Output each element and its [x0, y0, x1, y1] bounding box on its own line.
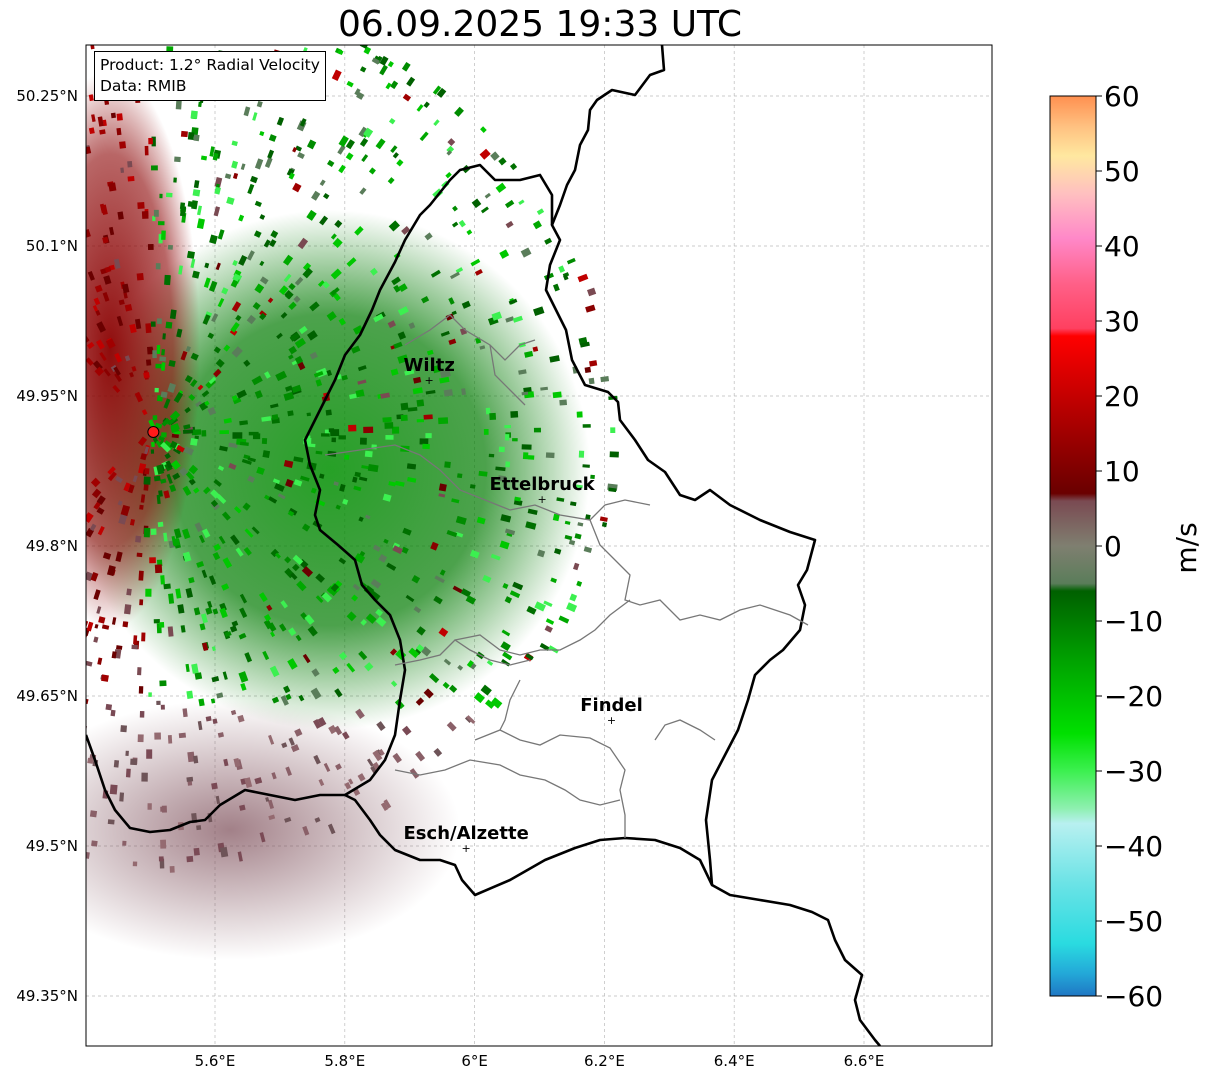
colorbar-scale	[1049, 95, 1097, 997]
y-tick-label: 50.25°N	[16, 87, 78, 105]
colorbar-tick-label: −30	[1104, 755, 1163, 788]
colorbar-tick-label: 50	[1104, 155, 1140, 188]
city-marker: +	[607, 714, 616, 727]
city-label: Wiltz	[404, 355, 455, 376]
x-tick-label: 6.2°E	[584, 1052, 625, 1070]
colorbar-tick-label: −10	[1104, 605, 1163, 638]
radar-site-marker	[147, 426, 160, 438]
city-marker: +	[537, 493, 546, 506]
x-tick-label: 6.6°E	[844, 1052, 885, 1070]
colorbar-tick-label: 60	[1104, 80, 1140, 113]
city-marker: +	[462, 842, 471, 855]
canton-borders	[324, 314, 809, 838]
colorbar-tick-label: −60	[1104, 980, 1163, 1013]
product-label: Product: 1.2° Radial Velocity	[100, 56, 320, 74]
radar-echo-field	[86, 45, 619, 960]
data-source-label: Data: RMIB	[100, 77, 187, 95]
y-tick-label: 49.8°N	[26, 537, 78, 555]
x-tick-label: 6°E	[461, 1052, 488, 1070]
colorbar-tick-label: 20	[1104, 380, 1140, 413]
colorbar-unit-label: m/s	[1170, 522, 1203, 573]
x-tick-label: 6.4°E	[714, 1052, 755, 1070]
colorbar-tick-label: −50	[1104, 905, 1163, 938]
colorbar-tick-label: 10	[1104, 455, 1140, 488]
y-tick-label: 50.1°N	[26, 237, 78, 255]
y-axis-ticks: 50.25°N 50.1°N 49.95°N 49.8°N 49.65°N 49.5°N 4…	[16, 87, 78, 1005]
y-tick-label: 49.95°N	[16, 387, 78, 405]
colorbar: 60 50 40 30 20 10 0 −10 −20 −30 −40 −50 −60 m/s	[1049, 80, 1203, 1013]
colorbar-tick-label: 40	[1104, 230, 1140, 263]
colorbar-tick-label: −20	[1104, 680, 1163, 713]
y-tick-label: 49.5°N	[26, 837, 78, 855]
city-label: Ettelbruck	[490, 474, 596, 495]
city-labels: +Wiltz+Ettelbruck+Findel+Esch/Alzette	[404, 355, 643, 855]
map-title: 06.09.2025 19:33 UTC	[337, 4, 743, 45]
colorbar-tick-label: −40	[1104, 830, 1163, 863]
city-label: Findel	[580, 695, 643, 716]
product-info-box: Product: 1.2° Radial Velocity Data: RMIB	[94, 51, 326, 101]
colorbar-tick-label: 30	[1104, 305, 1140, 338]
x-tick-label: 5.8°E	[324, 1052, 365, 1070]
city-marker: +	[425, 374, 434, 387]
x-axis-ticks: 5.6°E 5.8°E 6°E 6.2°E 6.4°E 6.6°E	[195, 1052, 885, 1070]
x-tick-label: 5.6°E	[195, 1052, 236, 1070]
y-tick-label: 49.35°N	[16, 987, 78, 1005]
city-label: Esch/Alzette	[404, 823, 529, 844]
country-borders	[86, 45, 881, 1046]
colorbar-tick-label: 0	[1104, 530, 1122, 563]
map-axes-frame	[85, 44, 993, 1047]
y-tick-label: 49.65°N	[16, 687, 78, 705]
colorbar-ticks: 60 50 40 30 20 10 0 −10 −20 −30 −40 −50 −60	[1096, 80, 1163, 1013]
